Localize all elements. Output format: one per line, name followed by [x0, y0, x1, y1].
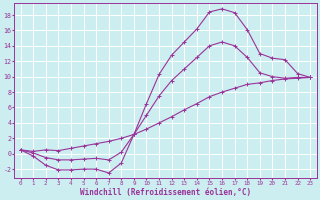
X-axis label: Windchill (Refroidissement éolien,°C): Windchill (Refroidissement éolien,°C) [80, 188, 251, 197]
